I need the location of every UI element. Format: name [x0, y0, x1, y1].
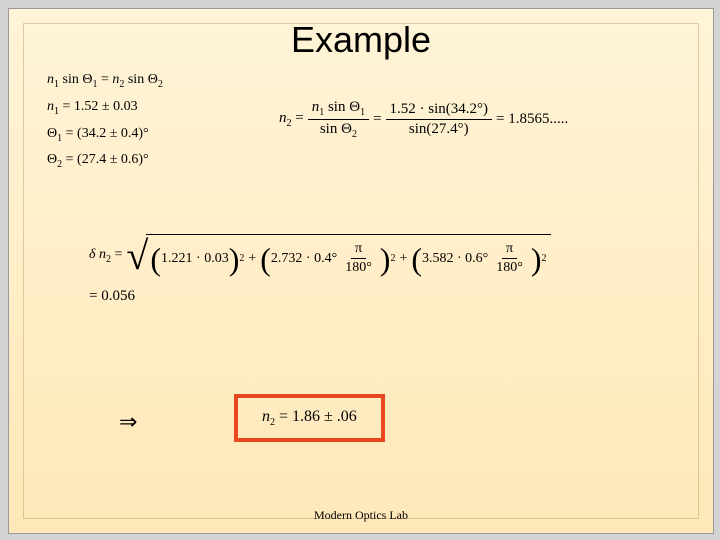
theta2-value: Θ2 = (27.4 ± 0.6)°	[47, 147, 163, 174]
n1-value: n1 = 1.52 ± 0.03	[47, 94, 163, 121]
snell-law: n1 sin Θ1 = n2 sin Θ2	[47, 67, 163, 94]
uncertainty-calculation: δ n2 = √ (1.221 · 0.03)2 + ( 2.732 · 0.4…	[89, 234, 551, 305]
implies-arrow: ⇒	[119, 409, 137, 435]
n2-calculation: n2 = n1 sin Θ1 sin Θ2 = 1.52 · sin(34.2°…	[279, 99, 568, 140]
delta-result: = 0.056	[89, 288, 551, 305]
slide-title: Example	[9, 19, 713, 61]
footer-label: Modern Optics Lab	[9, 508, 713, 523]
theta1-value: Θ1 = (34.2 ± 0.4)°	[47, 121, 163, 148]
final-result-box: n2 = 1.86 ± .06	[234, 394, 385, 442]
given-equations: n1 sin Θ1 = n2 sin Θ2 n1 = 1.52 ± 0.03 Θ…	[47, 67, 163, 174]
